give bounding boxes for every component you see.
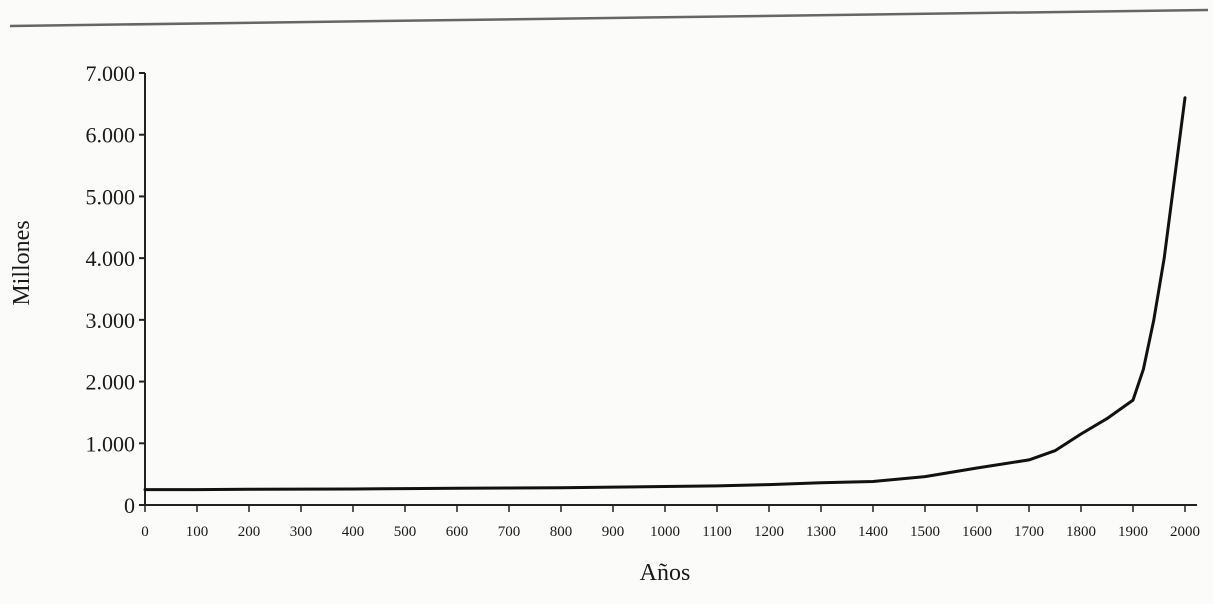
data-point [715, 484, 719, 488]
data-point [1152, 318, 1156, 322]
ticks: 0 1.000 2.000 3.000 4.000 5.000 6.000 7.000 0 100… [86, 61, 1201, 540]
x-tick-label: 500 [394, 524, 417, 540]
x-tick-label: 200 [238, 524, 261, 540]
x-tick-label: 1100 [702, 524, 731, 540]
x-tick-label: 1000 [650, 524, 680, 540]
data-point [1053, 449, 1057, 452]
x-tick-label: 2000 [1170, 524, 1200, 540]
y-tick-label: 4.000 [86, 246, 136, 271]
x-tick-label: 1600 [962, 524, 992, 540]
x-tick-label: 300 [290, 524, 313, 540]
y-tick-label: 3.000 [86, 308, 136, 333]
y-tick-label: 6.000 [86, 123, 136, 148]
data-point [767, 483, 771, 486]
x-tick-label: 1300 [806, 524, 836, 540]
x-tick-label: 400 [342, 524, 365, 540]
y-tick-label: 2.000 [86, 370, 136, 395]
x-tick-label: 0 [141, 524, 149, 540]
data-point [611, 485, 615, 489]
data-point [559, 486, 563, 489]
x-tick-label: 1400 [858, 524, 888, 540]
data-point [403, 487, 407, 490]
data-point [663, 485, 667, 488]
x-tick-label: 1800 [1066, 524, 1096, 540]
data-point [351, 487, 355, 491]
data-point [299, 487, 303, 491]
x-tick-label: 600 [446, 524, 469, 540]
axes [144, 73, 1197, 506]
data-point [195, 488, 199, 491]
data-point [1183, 96, 1187, 99]
y-tick-label: 1.000 [86, 431, 136, 456]
x-axis-title: Años [640, 560, 691, 586]
data-point [871, 480, 875, 483]
data-point [143, 488, 147, 491]
data-point [1105, 417, 1109, 420]
y-axis-title: Millones [9, 220, 35, 305]
y-tick-label: 0 [124, 493, 135, 518]
y-tick-label: 5.000 [86, 184, 136, 209]
x-tick-label: 1700 [1014, 524, 1044, 540]
x-tick-label: 1500 [910, 524, 940, 540]
data-point [975, 466, 979, 470]
x-tick-label: 100 [186, 524, 209, 540]
data-point [1079, 432, 1083, 436]
y-tick-label: 7.000 [86, 61, 136, 86]
data-point [455, 487, 459, 490]
x-tick-label: 800 [550, 524, 573, 540]
x-tick-label: 1200 [754, 524, 784, 540]
data-point [923, 475, 927, 478]
data-point [819, 481, 823, 484]
data-point [1163, 256, 1166, 260]
data-point [507, 486, 511, 490]
x-tick-label: 1900 [1118, 524, 1148, 540]
x-tick-label: 700 [498, 524, 521, 540]
x-tick-label: 900 [602, 524, 625, 540]
data-point [1142, 368, 1145, 371]
plot-area [143, 96, 1187, 492]
top-rule [9, 8, 1209, 28]
data-point [1173, 176, 1176, 180]
data-point [1131, 398, 1135, 402]
series-line [143, 96, 1187, 492]
data-point [247, 488, 251, 491]
data-point [1027, 458, 1031, 462]
